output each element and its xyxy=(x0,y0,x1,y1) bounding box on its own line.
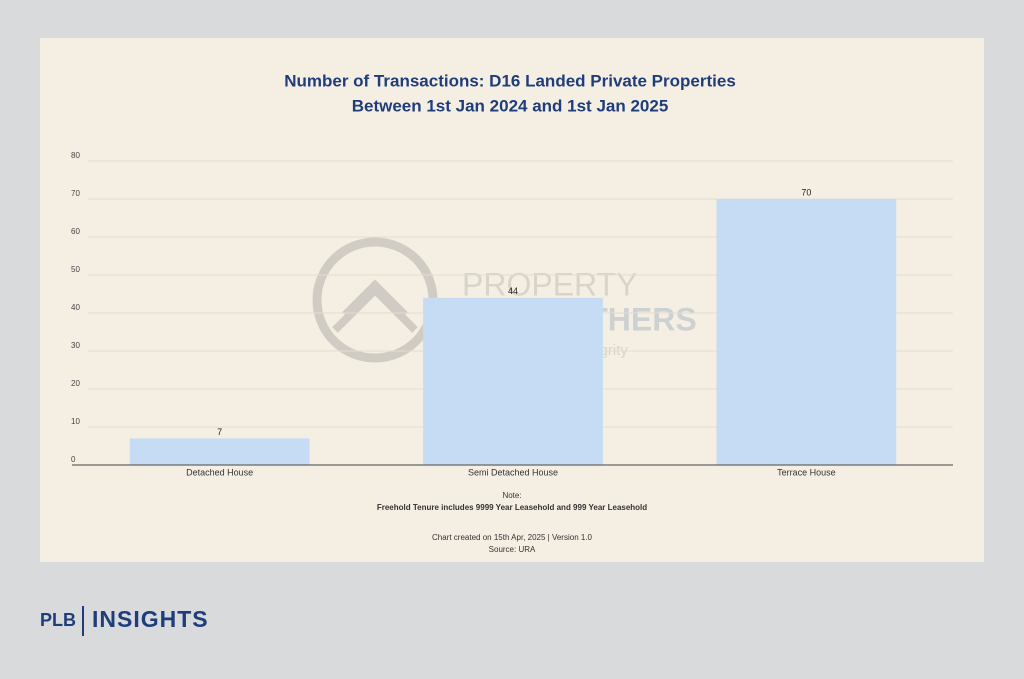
y-tick-label: 20 xyxy=(71,379,80,388)
watermark-logo-roof xyxy=(332,279,418,333)
bar xyxy=(716,199,897,465)
y-tick-label: 40 xyxy=(71,303,80,312)
value-label: 44 xyxy=(508,286,518,296)
brand-left: PLB xyxy=(40,610,76,630)
y-tick-label: 80 xyxy=(71,151,80,160)
bar xyxy=(129,438,310,465)
brand-right: INSIGHTS xyxy=(92,606,209,632)
value-label: 7 xyxy=(217,427,222,437)
y-tick-label: 30 xyxy=(71,341,80,350)
chart-subtitle: Between 1st Jan 2024 and 1st Jan 2025 xyxy=(352,96,669,115)
y-tick-label: 0 xyxy=(71,455,76,464)
note: Freehold Tenure includes 9999 Year Lease… xyxy=(377,503,647,512)
x-tick-label: Semi Detached House xyxy=(468,467,558,477)
note: Chart created on 15th Apr, 2025 | Versio… xyxy=(432,533,593,542)
chart-title: Number of Transactions: D16 Landed Priva… xyxy=(284,71,736,90)
watermark-text: PROPERTY xyxy=(462,266,637,302)
x-tick-label: Detached House xyxy=(186,467,253,477)
y-tick-label: 50 xyxy=(71,265,80,274)
note: Note: xyxy=(502,491,521,500)
y-tick-label: 60 xyxy=(71,227,80,236)
value-label: 70 xyxy=(801,187,811,197)
y-tick-label: 70 xyxy=(71,189,80,198)
bar xyxy=(423,297,603,465)
y-tick-label: 10 xyxy=(71,417,80,426)
x-tick-label: Terrace House xyxy=(777,467,836,477)
note: Source: URA xyxy=(489,545,536,554)
